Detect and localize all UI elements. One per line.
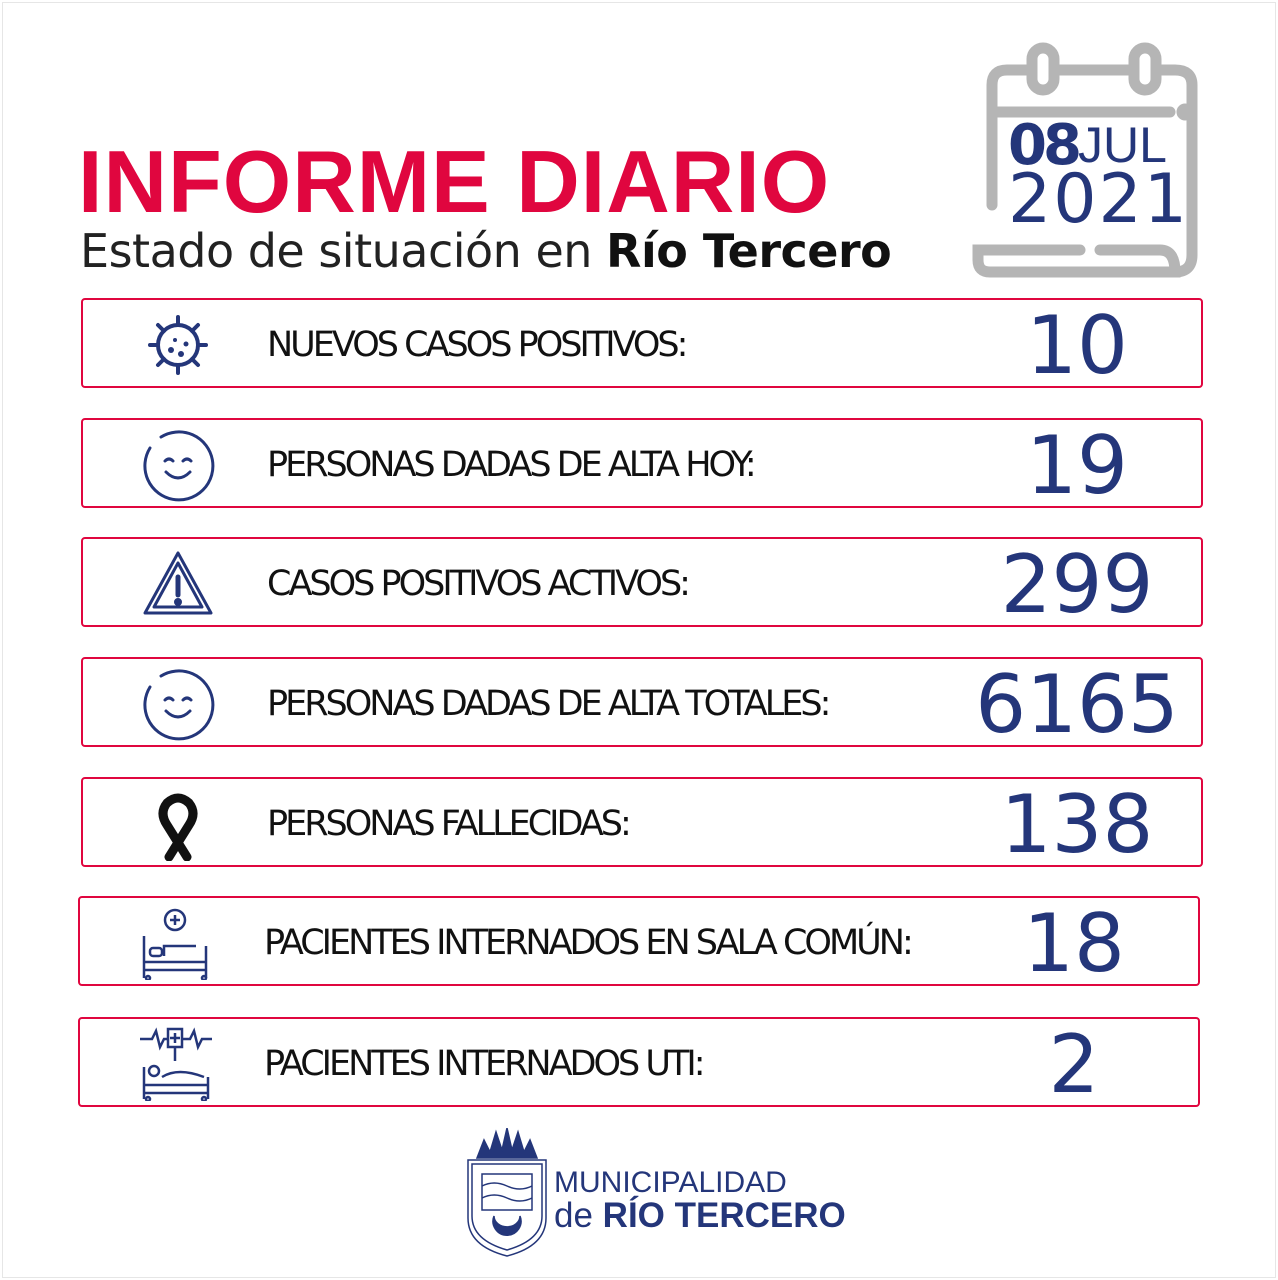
footer-prefix: de [554,1196,593,1235]
stat-label: PERSONAS DADAS DE ALTA HOY: [267,445,757,485]
footer-line2: de RÍO TERCERO [554,1198,846,1233]
stat-label: CASOS POSITIVOS ACTIVOS: [267,564,691,604]
mourning-ribbon-icon [158,793,198,861]
date-month: JUL [1078,117,1167,173]
stat-label: PACIENTES INTERNADOS EN SALA COMÚN: [264,923,914,963]
virus-icon [148,315,208,375]
calendar-icon [972,42,1198,278]
smile-icon [143,669,215,741]
stat-value: 18 [1023,897,1125,990]
page-title: INFORME DIARIO [78,132,831,231]
stat-value: 10 [1026,299,1128,392]
warning-icon [143,551,213,615]
date-year: 2021 [1008,160,1190,239]
footer-line1: MUNICIPALIDAD [554,1166,787,1199]
smile-icon [143,430,215,502]
stat-row-new-cases: NUEVOS CASOS POSITIVOS: 10 [81,298,1203,388]
stat-value: 299 [1000,538,1154,631]
stat-row-discharged-today: PERSONAS DADAS DE ALTA HOY: 19 [81,418,1203,508]
stat-label: PACIENTES INTERNADOS UTI: [264,1044,705,1084]
stat-value: 19 [1026,419,1128,512]
hospital-bed-icon [142,908,208,980]
stat-row-active-cases: CASOS POSITIVOS ACTIVOS: 299 [81,537,1203,627]
icu-bed-icon [140,1027,212,1101]
stat-value: 138 [1000,778,1154,871]
stat-row-discharged-total: PERSONAS DADAS DE ALTA TOTALES: 6165 [81,657,1203,747]
date-day: 08 [1008,113,1082,178]
footer-city: RÍO TERCERO [602,1196,846,1235]
stat-row-icu: PACIENTES INTERNADOS UTI: 2 [78,1017,1200,1107]
page-subtitle: Estado de situación en Río Tercero [80,228,892,274]
stat-value: 6165 [975,658,1179,751]
subtitle-prefix: Estado de situación en [80,224,592,278]
stat-label: NUEVOS CASOS POSITIVOS: [267,325,688,365]
stat-label: PERSONAS DADAS DE ALTA TOTALES: [267,684,831,724]
stat-label: PERSONAS FALLECIDAS: [267,804,632,844]
stat-row-deceased: PERSONAS FALLECIDAS: 138 [81,777,1203,867]
municipal-shield-logo [467,1128,547,1257]
subtitle-city: Río Tercero [606,224,892,278]
stat-row-ward: PACIENTES INTERNADOS EN SALA COMÚN: 18 [78,896,1200,986]
stat-value: 2 [1048,1018,1100,1111]
